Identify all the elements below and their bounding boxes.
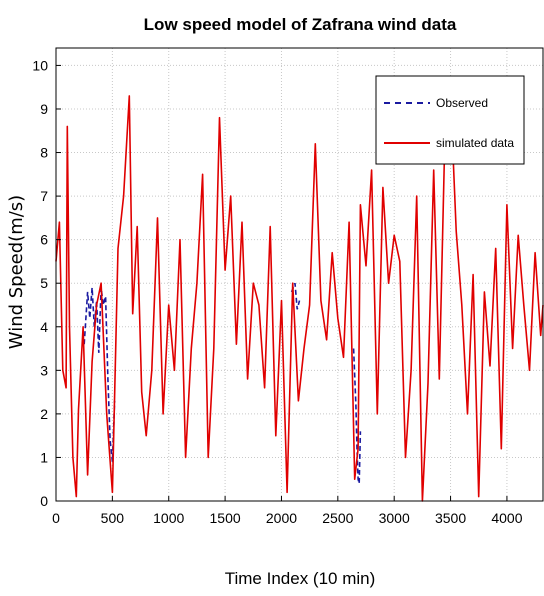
x-tick-label: 500 [101, 510, 125, 526]
legend-box [375, 75, 525, 165]
y-tick-label: 8 [40, 145, 48, 161]
observed-series-line [83, 287, 116, 462]
legend: Observed simulated data [375, 75, 525, 165]
y-tick-label: 9 [40, 101, 48, 117]
observed-series-line [352, 348, 362, 484]
y-tick-label: 2 [40, 406, 48, 422]
x-tick-label: 2500 [322, 510, 353, 526]
y-tick-label: 1 [40, 449, 48, 465]
x-tick-label: 4000 [491, 510, 522, 526]
plot-frame [55, 47, 544, 502]
y-tick-label: 10 [32, 57, 48, 73]
x-tick-label: 1000 [153, 510, 184, 526]
chart-title: Low speed model of Zafrana wind data [144, 15, 457, 34]
y-axis-label: Wind Speed(m/s) [6, 195, 27, 349]
legend-observed-label: Observed [436, 96, 488, 110]
y-tick-label: 0 [40, 493, 48, 509]
x-tick-label: 1500 [210, 510, 241, 526]
y-tick-label: 6 [40, 232, 48, 248]
x-tick-label: 0 [52, 510, 60, 526]
x-tick-label: 3000 [379, 510, 410, 526]
series-layer [55, 95, 544, 502]
y-tick-label: 3 [40, 362, 48, 378]
y-tick-label: 4 [40, 319, 48, 335]
x-axis-label: Time Index (10 min) [225, 569, 376, 588]
simulated-series-line [55, 95, 544, 502]
y-tick-label: 7 [40, 188, 48, 204]
x-tick-label: 3500 [435, 510, 466, 526]
legend-simulated-label: simulated data [436, 136, 514, 150]
x-tick-label: 2000 [266, 510, 297, 526]
y-tick-label: 5 [40, 275, 48, 291]
axes: 0 500 1000 1500 2000 2500 3000 3500 4000 0 1 2 3 4 5 6 7… [32, 57, 522, 526]
